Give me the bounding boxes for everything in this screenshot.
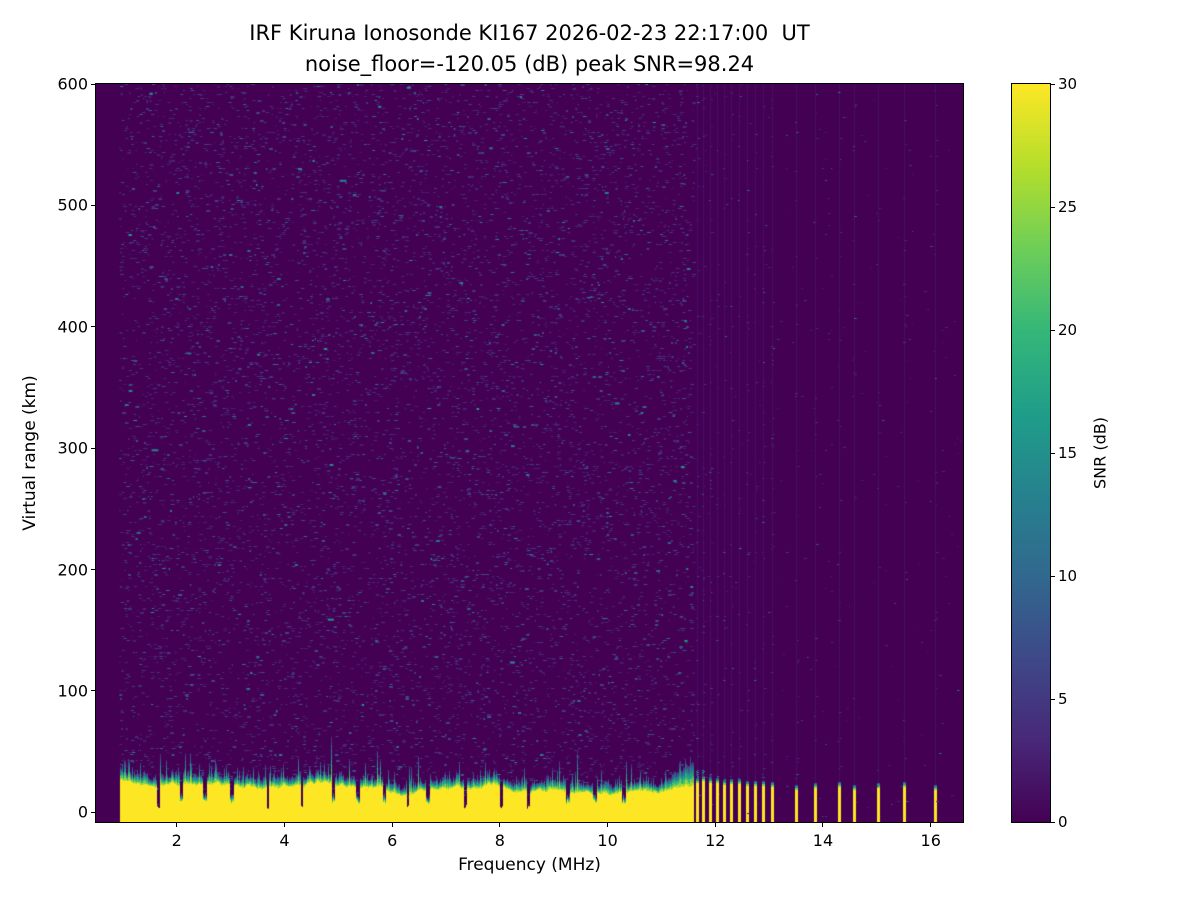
colorbar-tick-mark xyxy=(1051,821,1055,823)
x-tick-label: 4 xyxy=(279,831,290,850)
colorbar-canvas xyxy=(1012,84,1050,822)
y-tick-label: 500 xyxy=(57,195,88,215)
x-tick-label: 10 xyxy=(597,831,618,850)
colorbar-tick-label: 5 xyxy=(1058,690,1068,708)
colorbar-tick-mark xyxy=(1051,329,1055,331)
y-tick-label: 100 xyxy=(57,681,88,701)
y-tick-label: 0 xyxy=(77,802,88,822)
x-tick-mark xyxy=(607,823,609,827)
y-tick-mark xyxy=(91,811,95,813)
x-tick-mark xyxy=(822,823,824,827)
colorbar-tick-label: 30 xyxy=(1058,75,1078,93)
colorbar-tick-label: 15 xyxy=(1058,444,1078,462)
y-tick-mark xyxy=(91,690,95,692)
y-tick-mark xyxy=(91,204,95,206)
colorbar-tick-mark xyxy=(1051,83,1055,85)
y-tick-mark xyxy=(91,569,95,571)
x-tick-mark xyxy=(283,823,285,827)
colorbar-tick-label: 20 xyxy=(1058,321,1078,339)
chart-title-line1: IRF Kiruna Ionosonde KI167 2026-02-23 22… xyxy=(249,21,810,45)
x-tick-label: 16 xyxy=(920,831,941,850)
y-tick-label: 300 xyxy=(57,438,88,458)
y-tick-label: 400 xyxy=(57,317,88,337)
colorbar-label: SNR (dB) xyxy=(1090,417,1110,489)
chart-title-line2: noise_floor=-120.05 (dB) peak SNR=98.24 xyxy=(304,52,755,76)
colorbar-tick-label: 25 xyxy=(1058,198,1078,216)
y-axis-label: Virtual range (km) xyxy=(20,375,40,531)
y-tick-mark xyxy=(91,326,95,328)
y-tick-label: 600 xyxy=(57,74,88,94)
x-tick-label: 8 xyxy=(494,831,505,850)
y-tick-mark xyxy=(91,447,95,449)
x-tick-mark xyxy=(714,823,716,827)
x-tick-mark xyxy=(499,823,501,827)
x-tick-mark xyxy=(391,823,393,827)
x-tick-mark xyxy=(176,823,178,827)
y-tick-mark xyxy=(91,83,95,85)
x-tick-label: 6 xyxy=(387,831,398,850)
plot-area xyxy=(95,83,964,823)
ionogram-heatmap-canvas xyxy=(96,84,963,822)
x-tick-label: 2 xyxy=(171,831,182,850)
colorbar-tick-mark xyxy=(1051,698,1055,700)
chart-title: IRF Kiruna Ionosonde KI167 2026-02-23 22… xyxy=(96,18,963,80)
x-tick-label: 14 xyxy=(812,831,834,850)
colorbar xyxy=(1011,83,1051,823)
x-tick-mark xyxy=(930,823,932,827)
colorbar-tick-mark xyxy=(1051,206,1055,208)
y-tick-label: 200 xyxy=(57,560,88,580)
x-axis-label: Frequency (MHz) xyxy=(458,855,601,875)
colorbar-tick-mark xyxy=(1051,575,1055,577)
colorbar-tick-mark xyxy=(1051,452,1055,454)
x-tick-label: 12 xyxy=(705,831,726,850)
colorbar-tick-label: 0 xyxy=(1058,813,1068,831)
colorbar-tick-label: 10 xyxy=(1058,567,1078,585)
